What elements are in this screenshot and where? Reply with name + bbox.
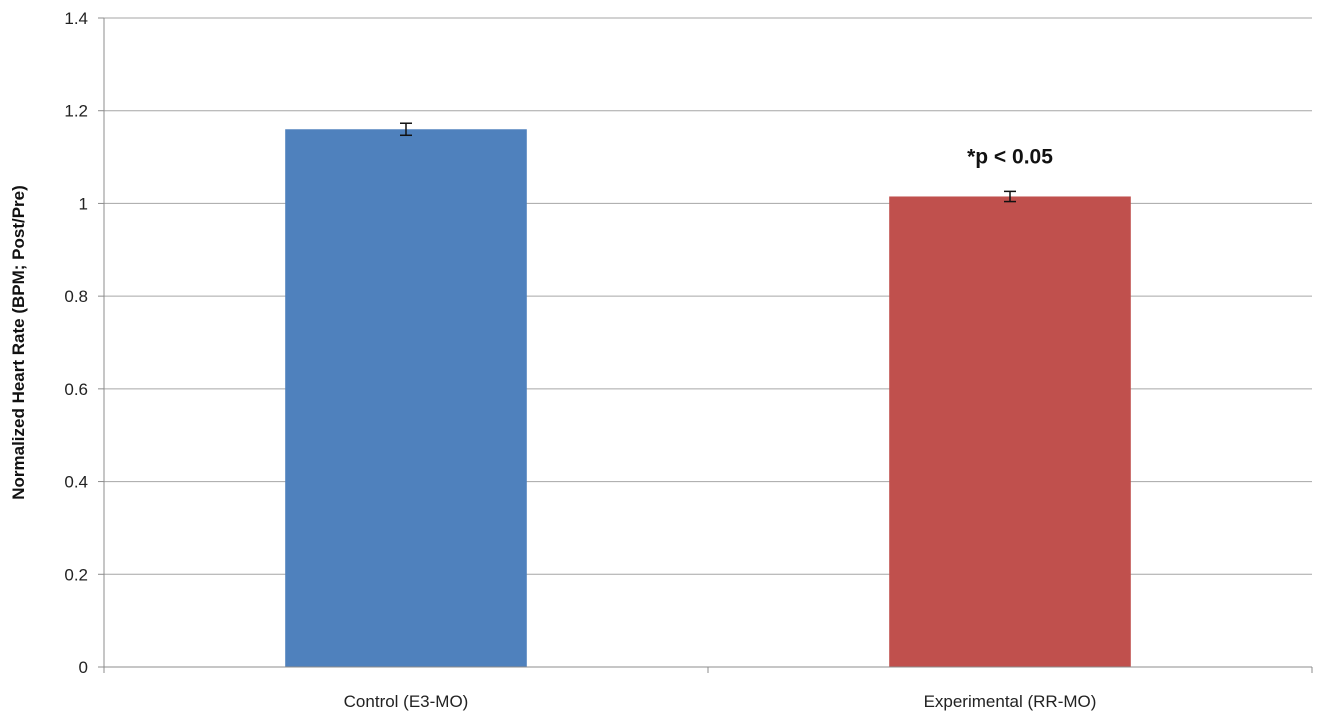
labels: 0 0.2 0.4 0.6 0.8 1 1.2 1.4 Control (E3-MO) Exper… <box>64 9 1096 711</box>
y-tick-label: 0.8 <box>64 287 88 306</box>
bar-1 <box>285 129 527 667</box>
x-category-label: Experimental (RR-MO) <box>924 692 1097 711</box>
y-tick-label: 1.4 <box>64 9 88 28</box>
axes <box>98 17 1313 673</box>
y-tick-label: 0.4 <box>64 473 88 492</box>
error-bar-1 <box>400 122 412 137</box>
y-tick-label: 0 <box>79 658 88 677</box>
bar-2 <box>889 196 1131 667</box>
x-category-label: Control (E3-MO) <box>344 692 469 711</box>
y-tick-label: 1.2 <box>64 102 88 121</box>
y-axis-title: Normalized Heart Rate (BPM; Post/Pre) <box>9 185 28 500</box>
significance-annotation: *p < 0.05 <box>967 145 1053 168</box>
error-bar-2 <box>1004 190 1016 203</box>
y-tick-label: 0.6 <box>64 380 88 399</box>
y-tick-label: 1 <box>79 194 88 213</box>
y-tick-label: 0.2 <box>64 565 88 584</box>
bars <box>285 122 1131 667</box>
